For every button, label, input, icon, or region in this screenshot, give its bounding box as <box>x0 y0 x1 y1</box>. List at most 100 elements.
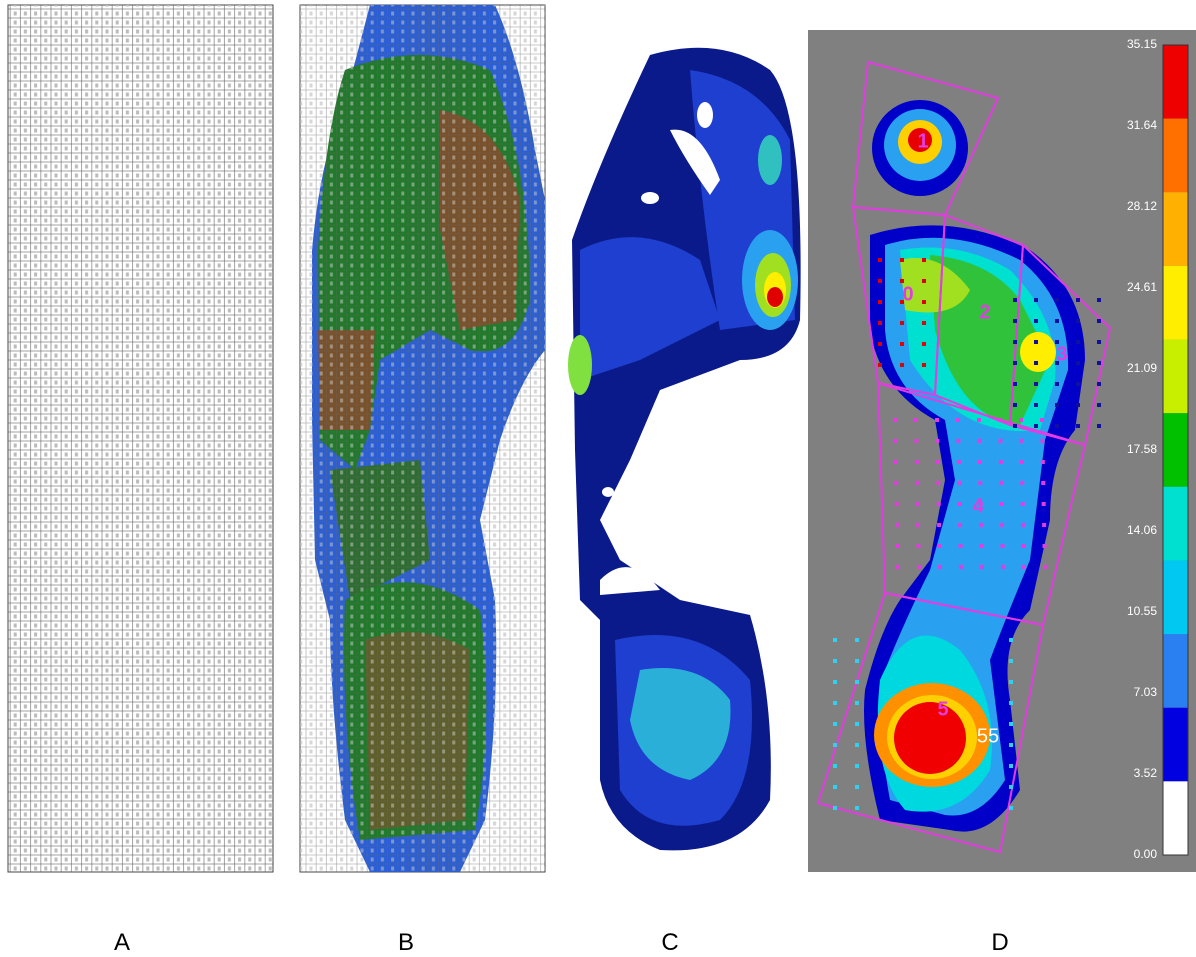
sensor-dot <box>900 342 904 346</box>
sensor-dot <box>1076 424 1080 428</box>
sensor-dot <box>1042 565 1047 569</box>
sensor-dot <box>1097 382 1101 386</box>
sensor-dot <box>855 785 859 789</box>
sensor-dot <box>977 460 982 464</box>
colorbar-tick-label: 17.58 <box>1127 442 1157 456</box>
sensor-dot <box>1041 502 1046 506</box>
colorbar-tick-label: 10.55 <box>1127 604 1157 618</box>
contour-green <box>568 335 592 395</box>
sensor-dot <box>833 743 837 747</box>
colorbar-tick-label: 7.03 <box>1134 685 1158 699</box>
sensor-dot <box>922 279 926 283</box>
panel-label: A <box>114 929 130 956</box>
sensor-dot <box>1076 403 1080 407</box>
zone-label: 5 <box>937 698 948 720</box>
colorbar-segment <box>1163 339 1188 414</box>
colorbar-tick-label: 3.52 <box>1134 766 1158 780</box>
sensor-dot <box>833 659 837 663</box>
sensor-dot <box>957 481 962 485</box>
sensor-dot <box>878 258 882 262</box>
sensor-dot <box>833 785 837 789</box>
panel-label: B <box>398 929 414 956</box>
sensor-dot <box>1055 319 1059 323</box>
sensor-dot <box>1021 565 1026 569</box>
sensor-dot <box>895 523 900 527</box>
sensor-dot <box>999 502 1004 506</box>
sensor-dot <box>915 502 920 506</box>
sensor-dot <box>900 363 904 367</box>
sensor-dot <box>833 701 837 705</box>
panel-a <box>7 4 274 873</box>
panel-c <box>568 47 801 851</box>
sensor-dot <box>855 806 859 810</box>
sensor-dot <box>1055 424 1059 428</box>
sensor-dot <box>916 565 921 569</box>
sensor-dot <box>1000 544 1005 548</box>
sensor-dot <box>1009 722 1013 726</box>
contour-hole <box>697 102 713 128</box>
contour-green <box>900 258 970 313</box>
sensor-dot <box>1034 319 1038 323</box>
contour-hole <box>600 567 660 595</box>
sensor-dot <box>1013 424 1017 428</box>
colorbar-segment <box>1163 192 1188 266</box>
sensor-dot <box>936 502 941 506</box>
contour-cyan <box>758 135 782 185</box>
sensor-dot <box>956 460 961 464</box>
sensor-dot <box>855 659 859 663</box>
colorbar-segment <box>1163 265 1188 340</box>
sensor-dot <box>1009 764 1013 768</box>
sensor-dot <box>978 502 983 506</box>
contour-hole <box>614 514 630 526</box>
sensor-dot <box>1021 523 1026 527</box>
colorbar-frame <box>1162 44 1189 856</box>
panel-b <box>299 4 546 873</box>
colorbar-segment <box>1163 413 1188 487</box>
zone-label: 4 <box>972 495 984 517</box>
contour-hole <box>602 487 614 497</box>
sensor-dot <box>914 418 918 422</box>
sensor-dot <box>1055 340 1059 344</box>
sensor-dot <box>855 722 859 726</box>
panel-label: D <box>991 929 1008 956</box>
sensor-dot <box>956 418 960 422</box>
sensor-dot <box>937 565 942 569</box>
sensor-dot <box>1009 743 1013 747</box>
sensor-dot <box>935 439 940 443</box>
sensor-dot <box>1013 340 1017 344</box>
sensor-dot <box>1013 298 1017 302</box>
sensor-dot <box>915 481 920 485</box>
colorbar: 35.15 31.64 28.12 24.61 21.09 17.58 14.06 10.55… <box>1127 37 1189 861</box>
sensor-dot <box>855 638 859 642</box>
sensor-dot <box>1034 298 1038 302</box>
colorbar-segment <box>1163 707 1188 782</box>
sensor-dot <box>1000 523 1005 527</box>
colorbar-tick-label: 14.06 <box>1127 523 1157 537</box>
sensor-dot <box>998 460 1003 464</box>
colorbar-segment <box>1163 560 1188 635</box>
sensor-dot <box>1019 460 1024 464</box>
sensor-dot <box>1076 361 1080 365</box>
sensor-dot <box>894 481 899 485</box>
sensor-dot <box>1034 382 1038 386</box>
sensor-dot <box>998 418 1002 422</box>
sensor-dot <box>914 439 919 443</box>
sensor-dot <box>922 363 926 367</box>
sensor-dot <box>1013 403 1017 407</box>
sensor-dot <box>1055 298 1059 302</box>
sensor-dot <box>833 722 837 726</box>
contour-blue <box>580 237 720 380</box>
sensor-dot <box>979 544 984 548</box>
colorbar-tick-label: 31.64 <box>1127 118 1157 132</box>
sensor-dot <box>1040 439 1045 443</box>
contour-red <box>908 128 932 152</box>
sensor-dot <box>833 806 837 810</box>
sensor-dot <box>855 701 859 705</box>
sensor-dot <box>833 680 837 684</box>
sensor-dot <box>1076 382 1080 386</box>
sensor-dot <box>958 565 963 569</box>
sensor-dot <box>1055 361 1059 365</box>
sensor-dot <box>979 523 984 527</box>
sensor-dot <box>1097 424 1101 428</box>
sensor-dot <box>1097 340 1101 344</box>
